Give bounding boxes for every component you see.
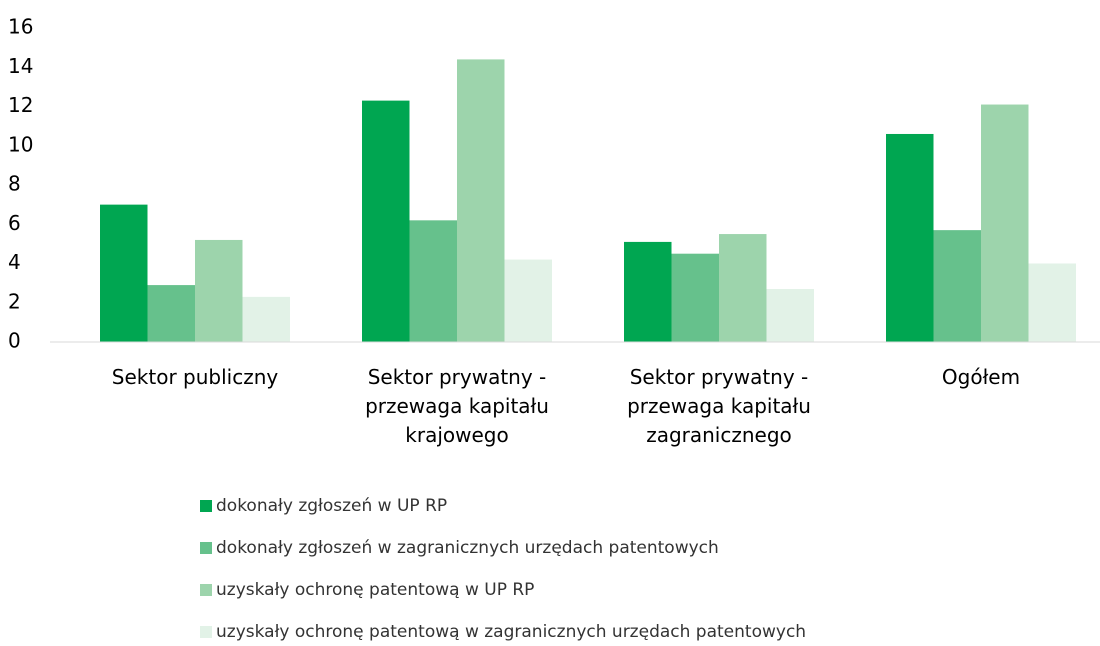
bar [1028,263,1076,342]
legend-label: dokonały zgłoszeń w zagranicznych urzęda… [216,538,719,558]
legend-label: uzyskały ochronę patentową w UP RP [216,580,535,600]
bar [362,100,410,342]
bar [100,204,148,342]
bar [671,253,719,342]
legend-swatch [200,500,212,512]
legend-item: uzyskały ochronę patentową w UP RP [200,580,534,600]
legend-item: uzyskały ochronę patentową w zagraniczny… [200,622,806,642]
bar [933,230,981,342]
bar [719,234,767,342]
y-tick-label: 8 [8,172,21,196]
y-tick-label: 16 [8,15,33,39]
bar [409,220,457,342]
y-tick-label: 12 [8,93,33,117]
legend-item: dokonały zgłoszeń w UP RP [200,496,447,516]
x-tick-label: Ogółem [941,365,1021,389]
bar [242,296,290,342]
y-tick-label: 14 [8,54,33,78]
y-tick-label: 10 [8,132,33,156]
y-tick-label: 4 [8,250,21,274]
bar [147,285,195,342]
legend-swatch [200,626,212,638]
bar [504,259,552,342]
legend-label: dokonały zgłoszeń w UP RP [216,496,448,516]
legend-swatch [200,584,212,596]
bar [624,241,672,342]
legend-swatch [200,542,212,554]
bar [766,289,814,342]
x-tick-label: Sektor prywatny - przewaga kapitału zagr… [627,365,811,447]
x-tick-label: Sektor prywatny - przewaga kapitału kraj… [365,365,549,447]
legend-item: dokonały zgłoszeń w zagranicznych urzęda… [200,538,719,558]
y-tick-label: 2 [8,289,21,313]
y-tick-label: 0 [8,329,21,353]
bar [886,133,934,342]
bar [195,239,243,342]
bar [981,104,1029,342]
bar [457,59,505,343]
y-tick-label: 6 [8,211,21,235]
legend-label: uzyskały ochronę patentową w zagraniczny… [216,622,807,642]
x-tick-label: Sektor publiczny [111,365,279,389]
